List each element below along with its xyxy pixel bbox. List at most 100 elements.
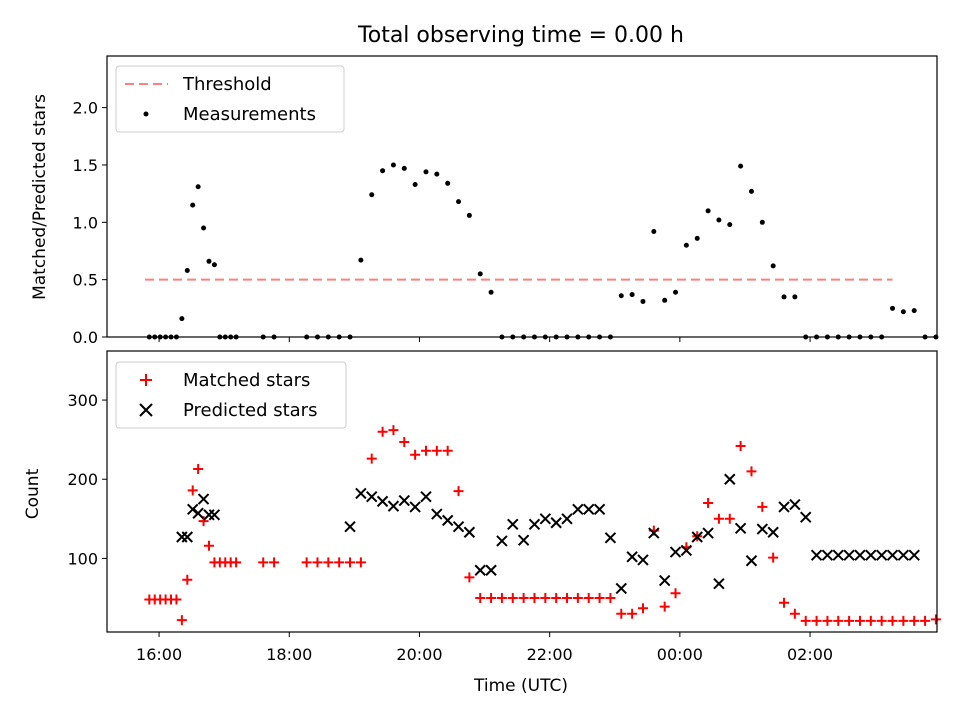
matched-star-marker <box>637 603 648 614</box>
predicted-star-marker <box>854 549 866 561</box>
predicted-star-marker <box>181 531 193 543</box>
matched-star-marker <box>453 486 464 497</box>
matched-star-marker <box>822 615 833 626</box>
measurement-point <box>190 202 196 208</box>
matched-star-marker <box>486 592 497 603</box>
top-panel-marks <box>144 162 939 340</box>
legend-measurements-label: Measurements <box>183 104 316 125</box>
matched-star-marker <box>757 501 768 512</box>
matched-star-marker <box>811 615 822 626</box>
predicted-star-marker <box>691 531 703 543</box>
matched-star-marker <box>323 557 334 568</box>
measurement-point <box>211 262 217 268</box>
matched-star-marker <box>431 445 442 456</box>
predicted-star-marker <box>637 554 649 566</box>
measurement-point <box>201 225 207 231</box>
matched-star-marker <box>898 615 909 626</box>
predicted-star-marker <box>572 503 584 516</box>
matched-star-marker <box>865 615 876 626</box>
matched-star-marker <box>355 557 366 568</box>
measurement-point <box>716 217 722 223</box>
predicted-star-marker <box>767 526 779 538</box>
predicted-star-marker <box>355 487 367 500</box>
matched-star-marker <box>366 453 377 464</box>
predicted-star-marker <box>208 509 221 521</box>
predicted-star-marker <box>897 549 910 561</box>
matched-star-marker <box>670 588 681 599</box>
predicted-star-marker <box>865 549 877 561</box>
predicted-star-marker <box>908 549 920 561</box>
measurement-point <box>770 263 776 269</box>
measurement-point <box>738 163 744 169</box>
y-tick-label: 0.0 <box>73 328 98 347</box>
matched-star-marker <box>193 463 204 474</box>
measurement-point <box>911 308 917 314</box>
legend-box <box>115 361 347 429</box>
x-tick-label: 16:00 <box>136 645 182 664</box>
measurement-point <box>434 171 440 177</box>
x-tick-label: 18:00 <box>266 645 312 664</box>
predicted-star-marker <box>387 500 400 512</box>
predicted-star-marker <box>474 564 486 576</box>
legend-measurements-swatch <box>143 111 149 117</box>
measurement-point <box>618 293 624 299</box>
x-tick-label: 02:00 <box>787 645 833 664</box>
matched-star-marker <box>540 592 551 603</box>
predicted-star-marker <box>843 549 855 561</box>
predicted-star-marker <box>669 546 682 558</box>
matched-star-marker <box>562 592 573 603</box>
predicted-star-marker <box>756 523 769 535</box>
matched-star-marker <box>703 497 714 508</box>
x-tick-label: 22:00 <box>527 645 573 664</box>
matched-star-marker <box>312 557 323 568</box>
y-tick-label: 300 <box>67 391 98 410</box>
matched-star-marker <box>768 552 779 563</box>
y-tick-label: 200 <box>67 470 98 489</box>
predicted-star-marker <box>886 549 899 561</box>
predicted-star-marker <box>734 522 747 535</box>
predicted-star-marker <box>441 514 454 527</box>
y-tick-label: 0.5 <box>73 271 98 290</box>
predicted-star-marker <box>778 501 790 513</box>
matched-star-marker <box>377 426 388 437</box>
measurement-point <box>412 181 418 187</box>
matched-star-marker <box>909 615 920 626</box>
measurement-point <box>380 168 386 174</box>
matched-star-marker <box>507 592 518 603</box>
predicted-star-marker <box>789 498 801 511</box>
legend-matched-label: Matched stars <box>183 370 310 391</box>
measurement-point <box>369 192 375 198</box>
matched-star-marker <box>605 592 616 603</box>
matched-star-marker <box>800 615 811 626</box>
predicted-star-marker <box>517 534 530 546</box>
measurement-point <box>694 235 700 241</box>
measurement-point <box>673 289 679 295</box>
measurement-point <box>466 212 472 218</box>
predicted-star-marker <box>420 490 432 503</box>
predicted-star-marker <box>507 518 519 531</box>
measurement-point <box>390 162 396 168</box>
x-axis-label: Time (UTC) <box>473 676 568 696</box>
top-panel-ticks: 0.0 0.5 1.0 1.5 2.0 <box>73 99 811 347</box>
top-panel-frame <box>106 55 938 338</box>
predicted-star-marker <box>648 527 660 539</box>
predicted-star-marker <box>344 521 356 533</box>
predicted-star-marker <box>561 513 573 525</box>
matched-star-marker <box>258 557 269 568</box>
matched-star-marker <box>854 615 865 626</box>
matched-star-marker <box>187 485 198 496</box>
predicted-star-marker <box>452 521 465 533</box>
predicted-star-marker <box>593 503 606 516</box>
matched-star-marker <box>203 540 214 551</box>
measurement-point <box>195 184 201 190</box>
top-panel-legend: Threshold Measurements <box>115 65 345 133</box>
bottom-panel-legend: Matched stars Predicted stars <box>115 361 347 429</box>
matched-star-marker <box>442 445 453 456</box>
predicted-star-marker <box>615 582 627 595</box>
figure-title: Total observing time = 0.00 h <box>357 23 684 48</box>
predicted-star-marker <box>496 535 508 547</box>
matched-star-marker <box>529 592 540 603</box>
matched-star-marker <box>301 557 312 568</box>
top-panel-ylabel: Matched/Predicted stars <box>30 94 50 300</box>
